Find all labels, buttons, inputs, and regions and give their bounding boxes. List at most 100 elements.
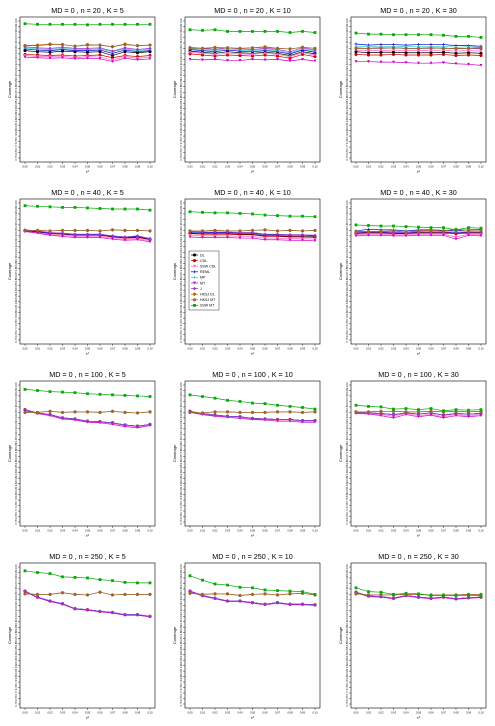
y-tick-label: 0.90 xyxy=(345,437,349,443)
data-point xyxy=(148,592,152,596)
data-point xyxy=(313,237,317,241)
y-tick-label: 0.94 xyxy=(179,233,183,239)
x-tick-label: 0.06 xyxy=(262,711,268,715)
data-point xyxy=(479,408,483,412)
data-point xyxy=(404,46,408,50)
data-point xyxy=(213,234,217,238)
x-tick-label: 0.05 xyxy=(85,529,91,533)
legend-marker xyxy=(192,253,197,257)
data-point xyxy=(123,56,127,60)
y-tick-label: 0.88 xyxy=(14,84,18,90)
y-tick-label: 1.00 xyxy=(179,382,183,388)
data-point xyxy=(479,36,483,39)
x-axis-label: τ² xyxy=(86,533,90,538)
y-tick-label: 0.93 xyxy=(179,56,183,62)
y-tick-label: 0.78 xyxy=(14,502,18,508)
data-point xyxy=(301,237,304,241)
data-point xyxy=(429,33,433,37)
data-point xyxy=(23,204,27,208)
x-tick-label: 0.03 xyxy=(391,711,397,715)
legend-label: SSW CDL xyxy=(200,265,216,269)
legend-label: REML xyxy=(200,270,210,274)
y-tick-label: 0.79 xyxy=(14,679,18,685)
data-point xyxy=(110,593,115,597)
data-point xyxy=(263,410,267,414)
panel-title: MD = 0 , n = 250 , K = 30 xyxy=(378,552,459,561)
y-tick-label: 0.76 xyxy=(345,695,349,701)
y-tick-label: 1.00 xyxy=(179,564,183,570)
y-tick-label: 0.75 xyxy=(179,701,183,707)
data-point xyxy=(48,42,52,47)
panel-title: MD = 0 , n = 20 , K = 5 xyxy=(51,6,124,15)
y-tick-label: 0.90 xyxy=(345,255,349,261)
data-point xyxy=(238,400,242,403)
y-tick-label: 0.76 xyxy=(179,331,183,337)
legend-entry: HKSJ MT xyxy=(191,298,216,302)
panel-title: MD = 0 , n = 40 , K = 5 xyxy=(51,188,124,197)
y-tick-label: 0.86 xyxy=(179,277,183,283)
data-point xyxy=(213,230,217,234)
y-tick-label: 0.99 xyxy=(14,205,18,211)
data-point xyxy=(73,606,77,611)
data-point xyxy=(366,229,371,234)
legend-entry: MT xyxy=(191,281,206,285)
y-tick-label: 0.89 xyxy=(345,260,349,266)
y-tick-label: 0.78 xyxy=(14,684,18,690)
y-tick-label: 0.83 xyxy=(345,111,349,117)
data-point xyxy=(85,410,90,414)
data-point xyxy=(442,33,445,37)
y-tick-label: 0.95 xyxy=(345,409,349,415)
plot-frame xyxy=(350,16,487,163)
y-axis-label: Coverage xyxy=(338,80,343,98)
data-point xyxy=(442,226,445,230)
panel-10: MD = 0 , n = 250 , K = 5 0.750.760.770.78… xyxy=(7,552,156,720)
series-hksj-mt xyxy=(188,228,317,233)
series-line xyxy=(189,575,316,595)
data-point xyxy=(479,63,483,67)
y-tick-label: 0.96 xyxy=(179,404,183,410)
legend-entry: SSW MT xyxy=(191,304,215,308)
data-point xyxy=(123,394,127,397)
y-tick-label: 0.91 xyxy=(179,431,183,437)
y-tick-label: 0.80 xyxy=(14,492,18,498)
plot-frame xyxy=(19,198,156,345)
data-point xyxy=(110,409,115,413)
data-point xyxy=(36,571,39,574)
data-point xyxy=(188,50,192,54)
data-point xyxy=(238,410,242,414)
data-point xyxy=(86,23,89,27)
y-tick-label: 0.78 xyxy=(14,320,18,326)
panel-title: MD = 0 , n = 250 , K = 10 xyxy=(212,552,293,561)
data-point xyxy=(479,226,483,230)
data-point xyxy=(225,46,230,50)
data-point xyxy=(300,418,305,423)
data-point xyxy=(98,232,102,236)
data-point xyxy=(188,591,192,595)
data-point xyxy=(429,594,433,597)
x-tick-label: 0.07 xyxy=(110,347,116,351)
data-point xyxy=(466,46,471,50)
legend-marker xyxy=(193,304,196,307)
y-tick-label: 0.88 xyxy=(345,630,349,636)
x-tick-label: 0.05 xyxy=(250,711,256,715)
y-tick-label: 0.96 xyxy=(345,222,349,228)
y-tick-label: 0.89 xyxy=(179,624,183,630)
y-tick-label: 0.91 xyxy=(14,67,18,73)
data-point xyxy=(313,410,317,414)
data-point xyxy=(467,594,470,597)
data-point xyxy=(301,30,304,33)
data-point xyxy=(263,402,267,406)
data-point xyxy=(135,424,140,428)
data-point xyxy=(98,609,102,614)
data-point xyxy=(441,413,446,417)
y-tick-label: 0.93 xyxy=(345,56,349,62)
x-tick-label: 0.09 xyxy=(135,347,141,351)
data-point xyxy=(111,58,114,62)
data-point xyxy=(23,44,27,48)
data-point xyxy=(225,592,230,596)
y-tick-label: 0.81 xyxy=(179,122,183,128)
x-tick-label: 0.08 xyxy=(122,711,128,715)
y-tick-label: 0.92 xyxy=(179,62,183,68)
data-point xyxy=(367,590,370,594)
data-point xyxy=(417,415,420,419)
